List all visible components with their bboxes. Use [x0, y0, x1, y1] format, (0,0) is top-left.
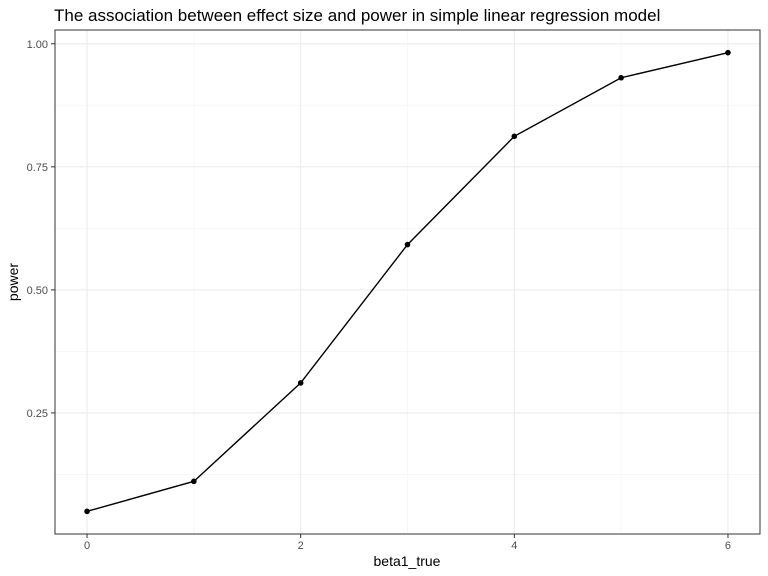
y-tick-label: 0.50: [27, 285, 48, 297]
minor-gridlines: [55, 30, 760, 534]
points-layer: [84, 49, 731, 515]
y-tick-label: 0.75: [27, 162, 48, 174]
data-point: [511, 133, 518, 140]
data-point: [725, 49, 731, 56]
x-tick-label: 0: [84, 540, 90, 552]
y-tick-label: 1.00: [27, 39, 48, 51]
x-axis-ticks: 0 2 4 6: [84, 534, 731, 552]
x-tick-label: 2: [298, 540, 304, 552]
x-tick-label: 4: [511, 540, 517, 552]
data-point: [191, 478, 197, 485]
plot-panel-border: [54, 29, 761, 535]
y-axis-title: power: [5, 263, 21, 301]
data-point: [618, 74, 624, 81]
chart-title: The association between effect size and …: [54, 6, 660, 25]
data-point: [297, 380, 304, 386]
y-axis-ticks: 0.25 0.50 0.75 1.00: [27, 39, 55, 420]
x-tick-label: 6: [725, 540, 731, 552]
data-point: [404, 241, 411, 248]
x-axis-title: beta1_true: [374, 553, 441, 569]
y-tick-label: 0.25: [27, 408, 48, 420]
major-gridlines: [55, 30, 760, 534]
data-point: [84, 508, 90, 515]
